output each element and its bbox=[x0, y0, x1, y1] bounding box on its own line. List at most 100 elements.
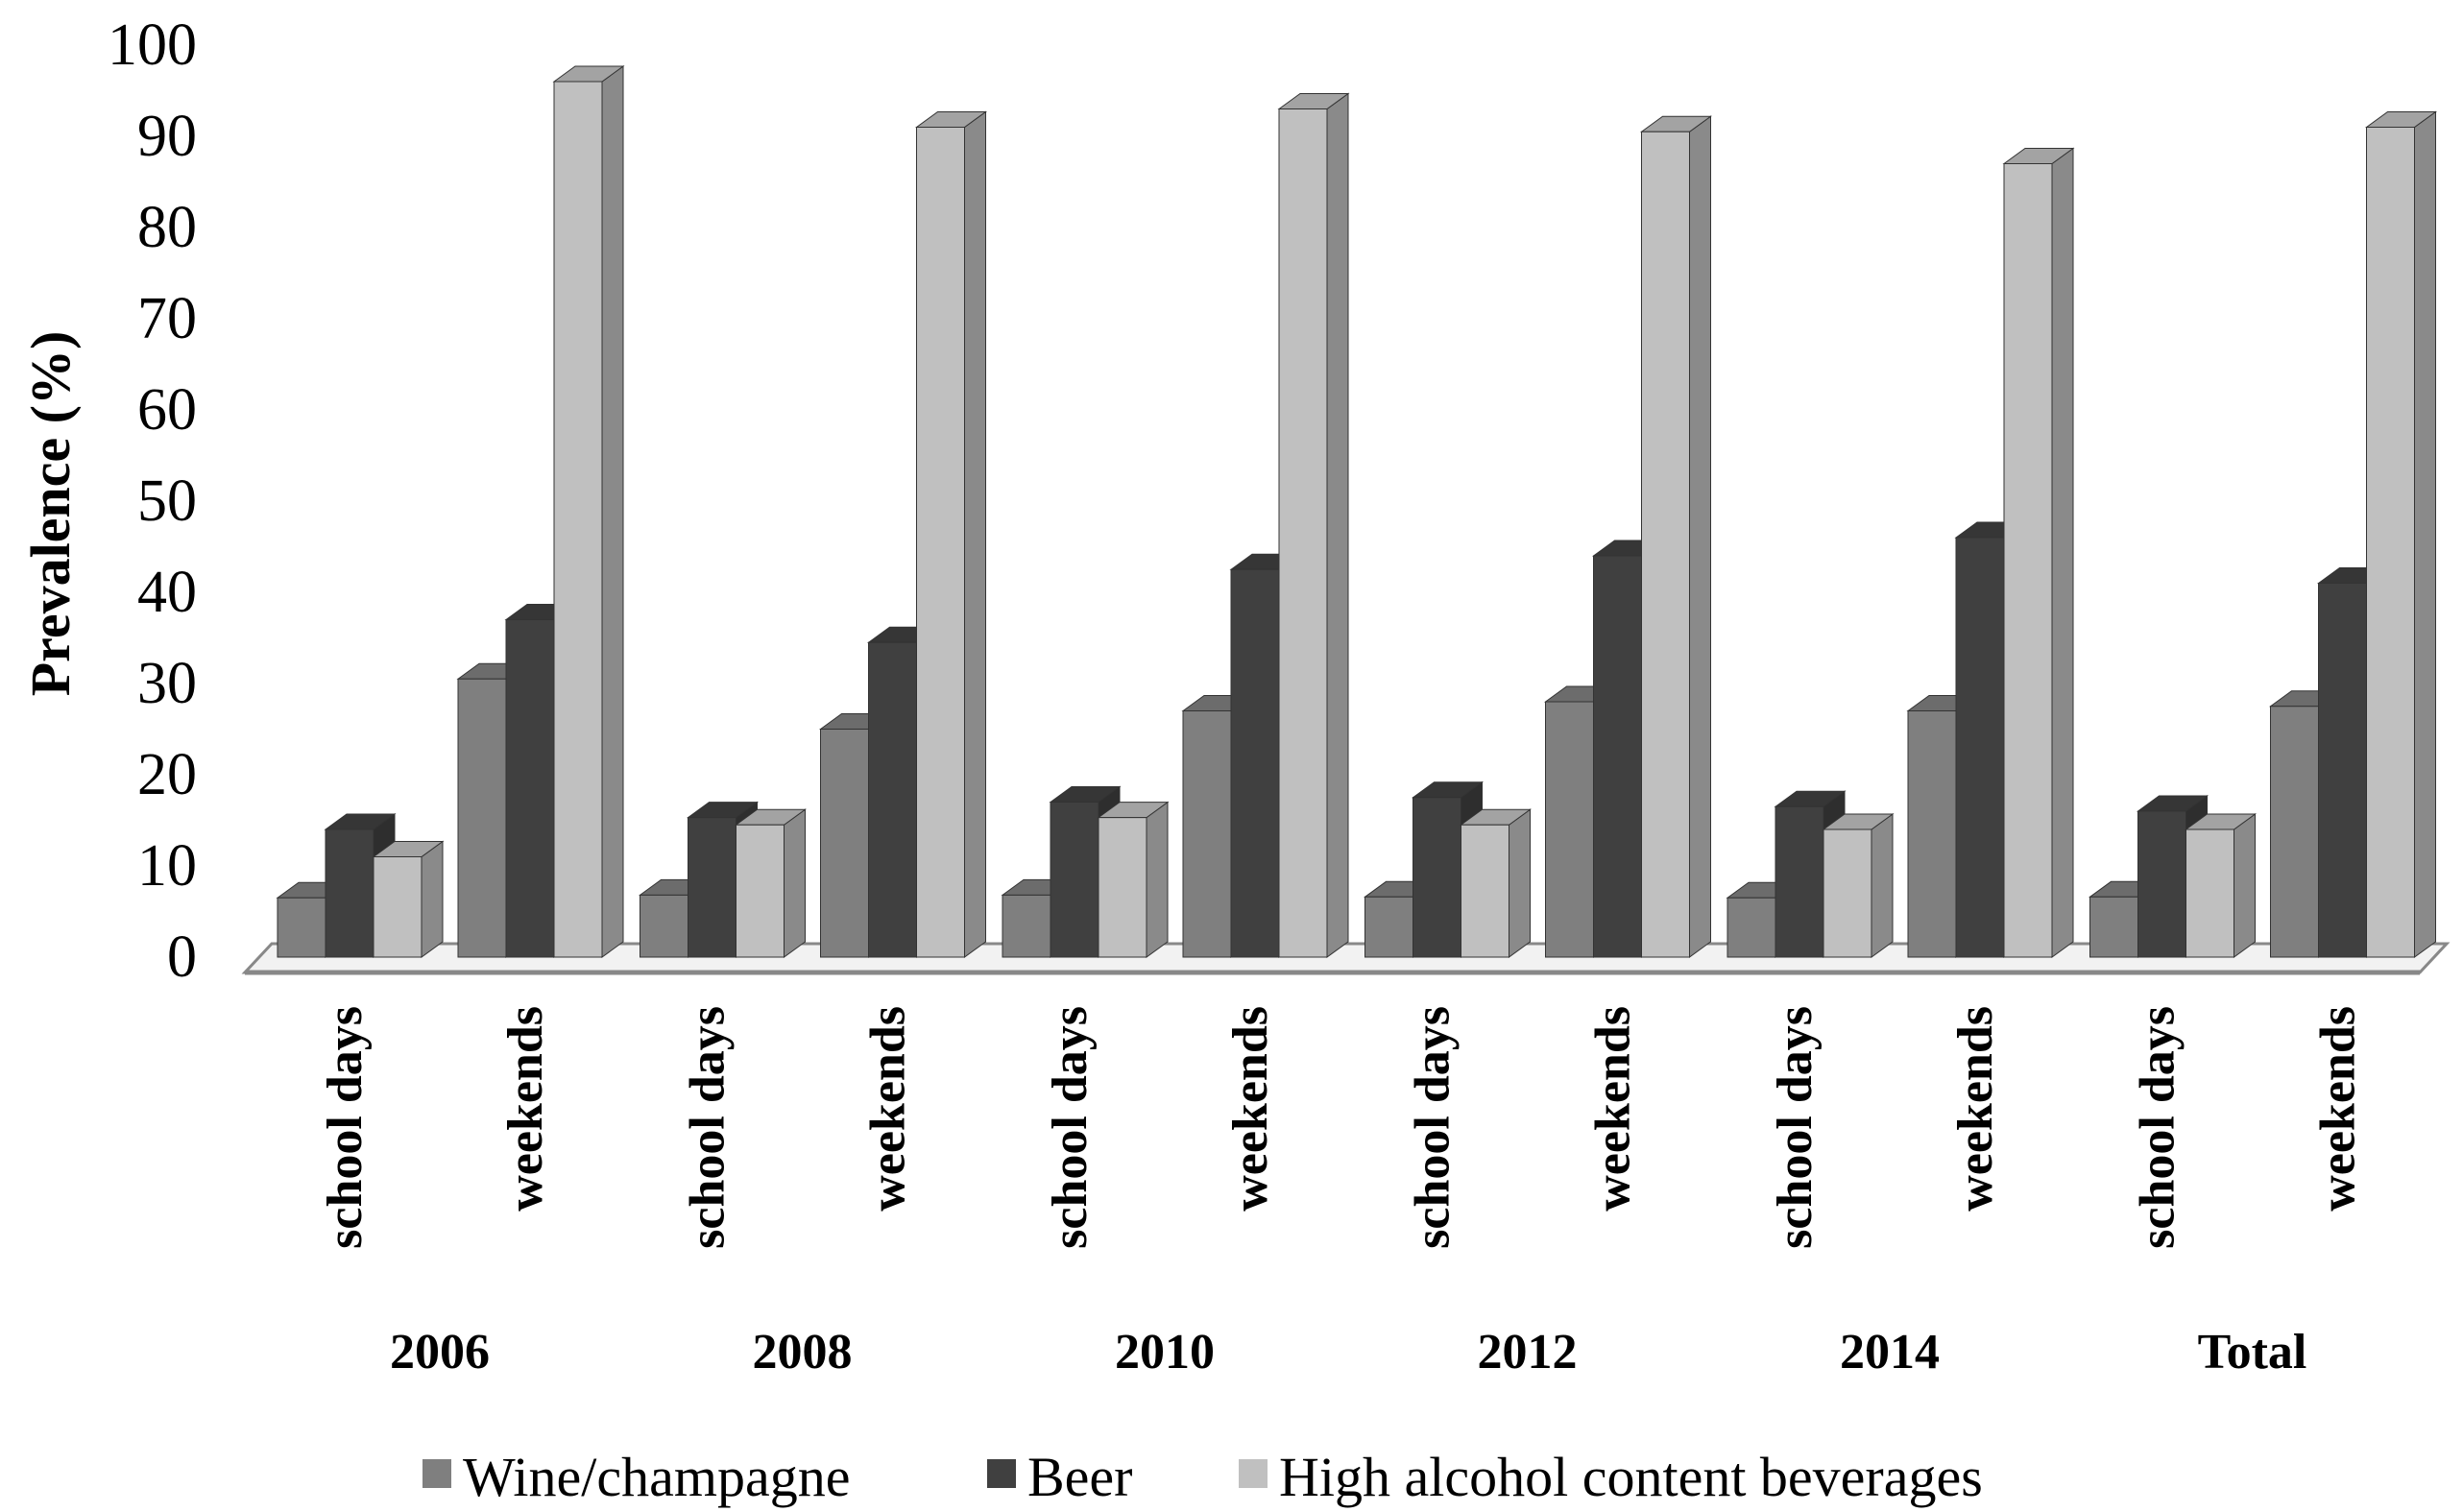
legend-item: Beer bbox=[987, 1446, 1133, 1508]
bar bbox=[1459, 808, 1533, 958]
x-tick-label: weekends bbox=[2311, 1006, 2366, 1212]
bar-front bbox=[1641, 131, 1690, 958]
y-tick-label: 50 bbox=[137, 468, 197, 534]
x-group-label: 2008 bbox=[753, 1325, 853, 1380]
bar-front bbox=[688, 817, 736, 958]
bar-front bbox=[736, 824, 785, 958]
bar bbox=[2364, 110, 2438, 958]
bar bbox=[372, 840, 445, 958]
bar-front bbox=[640, 894, 688, 958]
bar-front bbox=[277, 897, 326, 958]
legend-label: Wine/champagne bbox=[463, 1446, 850, 1508]
bar-front bbox=[1182, 710, 1232, 958]
bar-front bbox=[1955, 537, 2005, 958]
bar-side bbox=[1689, 115, 1711, 958]
bar-front bbox=[2318, 583, 2367, 958]
bar-front bbox=[1545, 701, 1594, 958]
bar-front bbox=[2003, 163, 2053, 958]
y-tick-label: 20 bbox=[137, 742, 197, 807]
bar-side bbox=[1146, 801, 1169, 958]
bar-front bbox=[553, 81, 603, 958]
x-group-label: 2012 bbox=[1478, 1325, 1578, 1380]
bar-front bbox=[820, 729, 869, 958]
bar bbox=[2002, 147, 2075, 958]
legend-item: Wine/champagne bbox=[423, 1446, 850, 1508]
chart-floor bbox=[241, 942, 2451, 975]
bar-side bbox=[2051, 147, 2074, 958]
bar-side bbox=[1871, 813, 1894, 958]
x-tick-label: school days bbox=[1768, 1006, 1823, 1249]
x-tick-label: school days bbox=[318, 1006, 373, 1249]
x-tick-label: weekends bbox=[498, 1006, 553, 1212]
bar bbox=[552, 65, 625, 958]
bar bbox=[1277, 92, 1350, 958]
x-group-label: 2010 bbox=[1115, 1325, 1215, 1380]
y-tick-label: 90 bbox=[137, 104, 197, 169]
bar-side bbox=[784, 808, 806, 958]
bar-front bbox=[868, 641, 917, 958]
x-axis-category-labels: school days weekends school days weekends sc… bbox=[318, 1006, 2366, 1249]
bar-side bbox=[1326, 92, 1349, 958]
x-tick-label: school days bbox=[681, 1006, 736, 1249]
bar-front bbox=[1823, 828, 1872, 958]
x-tick-label: school days bbox=[2131, 1006, 2185, 1249]
x-tick-label: school days bbox=[1406, 1006, 1461, 1249]
bar bbox=[734, 808, 808, 958]
x-group-label: 2014 bbox=[1840, 1325, 1940, 1380]
y-tick-label: 10 bbox=[137, 833, 197, 899]
bar bbox=[2184, 813, 2258, 958]
bar-side bbox=[2414, 110, 2436, 958]
y-axis-title: Prevalence (%) bbox=[19, 331, 82, 697]
bar-front bbox=[1907, 710, 1957, 958]
x-tick-label: weekends bbox=[861, 1006, 916, 1212]
bar-front bbox=[2137, 810, 2186, 958]
bar-front bbox=[457, 678, 507, 958]
bar-front bbox=[1050, 802, 1099, 958]
bar-front bbox=[1098, 817, 1147, 958]
x-group-label: Total bbox=[2198, 1325, 2307, 1380]
legend-swatch bbox=[423, 1459, 451, 1488]
bar-side bbox=[601, 65, 624, 958]
y-tick-label: 0 bbox=[167, 924, 197, 990]
bar-front bbox=[2270, 706, 2319, 958]
bar-front bbox=[1775, 805, 1824, 958]
bar-front bbox=[373, 856, 423, 958]
bar-side bbox=[421, 840, 444, 958]
x-tick-label: weekends bbox=[1586, 1006, 1641, 1212]
bars bbox=[276, 65, 2438, 958]
y-tick-label: 40 bbox=[137, 560, 197, 625]
bar-side bbox=[1509, 808, 1531, 958]
bar-front bbox=[325, 828, 374, 958]
bar-front bbox=[505, 619, 555, 958]
y-axis-ticks: 0 10 20 30 40 50 60 70 80 90 100 bbox=[108, 12, 197, 990]
bar-front bbox=[1727, 897, 1776, 958]
bar-front bbox=[1364, 896, 1413, 958]
legend-swatch bbox=[987, 1459, 1016, 1488]
bar-front bbox=[2366, 127, 2415, 958]
bar-front bbox=[1413, 797, 1461, 958]
bar bbox=[1822, 813, 1895, 958]
legend-swatch bbox=[1239, 1459, 1268, 1488]
legend-label: Beer bbox=[1027, 1446, 1133, 1508]
legend-item: High alcohol content beverages bbox=[1239, 1446, 1983, 1508]
y-tick-label: 60 bbox=[137, 377, 197, 443]
bar bbox=[914, 110, 988, 958]
bar-front bbox=[1002, 894, 1051, 958]
x-tick-label: weekends bbox=[1948, 1006, 2003, 1212]
bar-side bbox=[2234, 813, 2256, 958]
x-tick-label: school days bbox=[1043, 1006, 1098, 1249]
legend-label: High alcohol content beverages bbox=[1279, 1446, 1983, 1508]
bar-side bbox=[964, 110, 986, 958]
y-tick-label: 70 bbox=[137, 286, 197, 351]
bar-front bbox=[916, 127, 965, 958]
bar-front bbox=[1593, 555, 1642, 958]
y-tick-label: 30 bbox=[137, 651, 197, 716]
bar-front bbox=[1230, 568, 1280, 958]
y-tick-label: 80 bbox=[137, 195, 197, 260]
legend: Wine/champagne Beer High alcohol content b… bbox=[423, 1446, 1983, 1508]
bar bbox=[1097, 801, 1170, 958]
bar-front bbox=[2089, 896, 2138, 958]
x-axis-group-labels: 2006 2008 2010 2012 2014 Total bbox=[390, 1325, 2306, 1380]
bar-front bbox=[1461, 824, 1509, 958]
